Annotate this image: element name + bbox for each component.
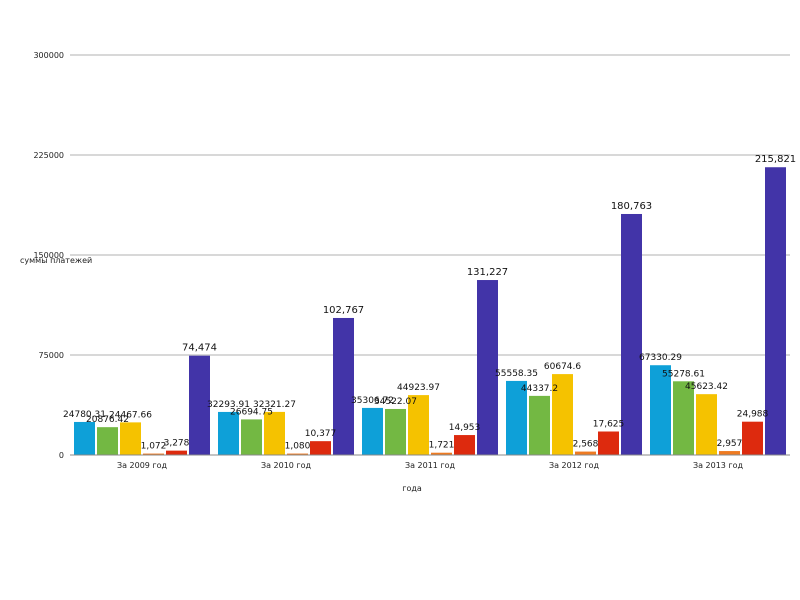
gridlines [70, 54, 790, 356]
data-label: 180,763 [611, 201, 652, 212]
bar [506, 380, 527, 455]
x-tick-label: За 2011 год [405, 461, 456, 470]
x-axis-ticks: За 2009 год За 2010 год За 2011 год За 2012… [117, 461, 744, 470]
bar [166, 450, 187, 455]
bar [575, 451, 596, 455]
bar [385, 408, 406, 455]
data-label: 215,821 [755, 154, 796, 165]
bar [189, 355, 210, 455]
data-label: 3,278 [164, 439, 190, 449]
data-label: 14,953 [449, 423, 481, 433]
data-label: 45623.42 [685, 382, 728, 392]
data-label: 34522.07 [374, 397, 417, 407]
data-label: 10,377 [305, 429, 337, 439]
bar [719, 451, 740, 455]
y-tick-label: 150000 [33, 251, 64, 260]
data-label: 74,474 [182, 343, 217, 354]
data-label: 67330.29 [639, 353, 682, 363]
bar [241, 419, 262, 455]
bar [218, 411, 239, 455]
data-label: 44337.2 [521, 384, 558, 394]
bar [287, 453, 308, 455]
bar [696, 394, 717, 455]
data-label: 1,072 [141, 442, 167, 452]
data-label: 24780.31 [63, 410, 106, 420]
x-tick-label: За 2010 год [261, 461, 312, 470]
data-label: 26694.75 [230, 407, 273, 417]
bar [333, 317, 354, 455]
y-tick-label: 75000 [39, 351, 64, 360]
data-label: 35306.72 [351, 396, 394, 406]
data-label: 17,625 [593, 420, 625, 430]
y-tick-label: 0 [59, 451, 64, 460]
data-label: 32321.27 [253, 400, 296, 410]
data-label: 55558.35 [495, 369, 538, 379]
bar [650, 365, 671, 455]
bar [621, 213, 642, 455]
bar [408, 395, 429, 455]
bar [552, 374, 573, 455]
bar [143, 453, 164, 455]
data-label: 2,568 [573, 440, 599, 450]
bar [74, 421, 95, 455]
data-label: 32293.91 [207, 400, 250, 410]
data-label: 102,767 [323, 305, 364, 316]
bar [120, 422, 141, 455]
data-label: 1,080 [285, 442, 311, 452]
bar [673, 381, 694, 455]
y-axis-title: суммы платежей [20, 256, 92, 265]
bar [529, 395, 550, 455]
bar [477, 280, 498, 455]
data-label: 55278.61 [662, 369, 705, 379]
bar [454, 435, 475, 455]
x-tick-label: За 2009 год [117, 461, 168, 470]
data-label: 60674.6 [544, 362, 581, 372]
y-axis-ticks: 0 75000 150000 225000 300000 [33, 51, 64, 460]
data-label: 24,988 [737, 410, 769, 420]
data-label: 44923.97 [397, 383, 440, 393]
bar [97, 427, 118, 455]
x-tick-label: За 2012 год [549, 461, 600, 470]
data-label: 131,227 [467, 267, 508, 278]
data-label: 20876.42 [86, 415, 129, 425]
data-label: 2,957 [717, 439, 743, 449]
bar [310, 441, 331, 455]
bar [362, 407, 383, 455]
bar [765, 167, 786, 456]
bar [598, 431, 619, 455]
y-tick-label: 225000 [33, 151, 64, 160]
x-axis-title: года [402, 484, 422, 493]
bar [742, 421, 763, 455]
data-label: 1,721 [429, 441, 455, 451]
y-tick-label: 300000 [33, 51, 64, 60]
data-label: 24467.66 [109, 410, 152, 420]
x-tick-label: За 2013 год [693, 461, 744, 470]
bar [431, 452, 452, 455]
bar [264, 411, 285, 455]
bars [74, 167, 786, 456]
